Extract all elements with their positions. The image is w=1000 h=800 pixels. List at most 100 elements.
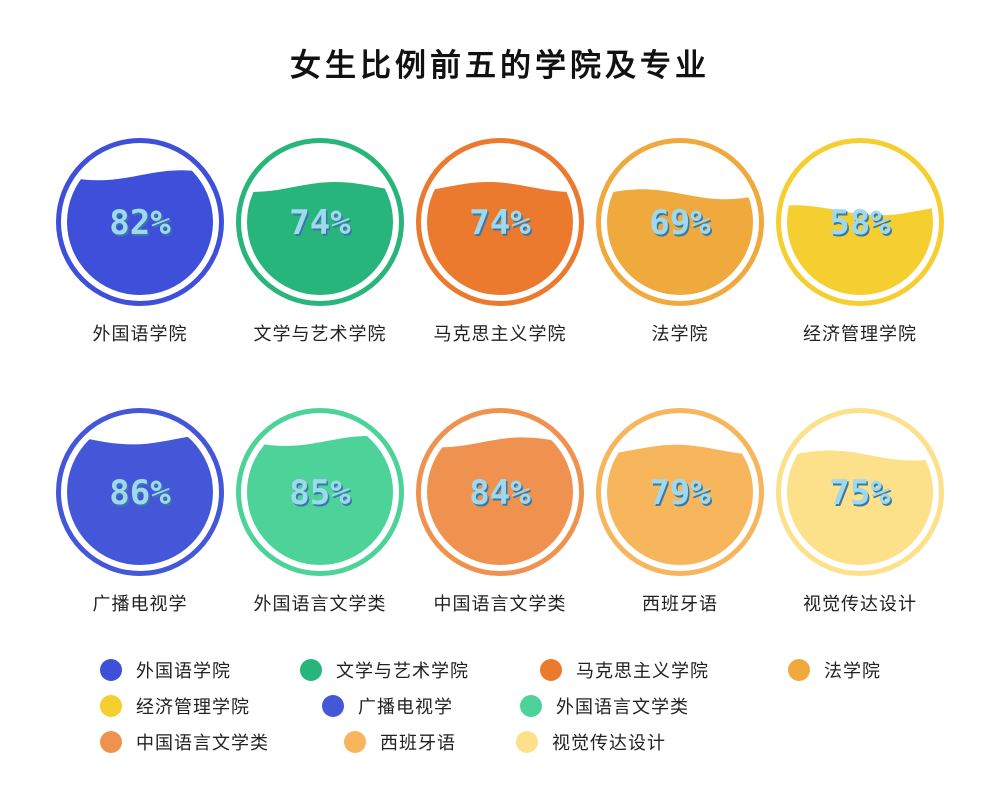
legend-swatch xyxy=(100,731,122,753)
chart-title: 女生比例前五的学院及专业 xyxy=(290,48,710,84)
legend-label: 法学院 xyxy=(824,661,881,682)
gauge-fill xyxy=(607,444,753,565)
legend-item: 马克思主义学院 xyxy=(540,652,709,688)
gauge-ring xyxy=(236,408,404,576)
gauge-fill xyxy=(247,435,393,565)
percent-shadow: 85% xyxy=(291,475,353,515)
legend-item: 法学院 xyxy=(788,652,881,688)
percent-label: 84% xyxy=(469,473,531,513)
gauge-card: 86% 86% 广播电视学 xyxy=(50,402,230,616)
percent-label: 58% xyxy=(829,203,891,243)
legend-swatch xyxy=(516,731,538,753)
gauge-label: 中国语言文学类 xyxy=(433,594,567,615)
legend-label: 经济管理学院 xyxy=(136,697,250,718)
legend-label: 西班牙语 xyxy=(380,733,456,754)
legend-row: 中国语言文学类 西班牙语 视觉传达设计 xyxy=(100,724,960,760)
gauge-card: 82% 82% 外国语学院 xyxy=(50,132,230,346)
gauge-svg: 74%74% xyxy=(236,138,404,306)
gauge-svg: 79%79% xyxy=(596,408,764,576)
gauge-card: 58% 58% 经济管理学院 xyxy=(770,132,950,346)
legend-item: 外国语言文学类 xyxy=(520,688,689,724)
gauge-svg: 85%85% xyxy=(236,408,404,576)
gauge-ring xyxy=(596,138,764,306)
legend-row: 外国语学院 文学与艺术学院 马克思主义学院 法学院 xyxy=(100,652,960,688)
legend-swatch xyxy=(100,659,122,681)
gauge-fill xyxy=(787,205,933,295)
legend-swatch xyxy=(520,695,542,717)
gauge-ring xyxy=(56,138,224,306)
gauge-fill xyxy=(607,189,753,295)
percent-shadow: 74% xyxy=(471,205,533,245)
legend-label: 广播电视学 xyxy=(358,697,453,718)
gauge-label: 外国语学院 xyxy=(92,324,188,345)
gauge-svg: 86%86% xyxy=(56,408,224,576)
legend-swatch xyxy=(344,731,366,753)
percent-label: 75% xyxy=(829,473,891,513)
percent-shadow: 84% xyxy=(471,475,533,515)
gauge-fill xyxy=(427,437,573,565)
gauge-label: 马克思主义学院 xyxy=(433,324,567,345)
percent-shadow: 82% xyxy=(111,205,173,245)
gauge-card: 74% 74% 马克思主义学院 xyxy=(410,132,590,346)
gauge-card: 85% 85% 外国语言文学类 xyxy=(230,402,410,616)
gauge-ring xyxy=(776,408,944,576)
legend-label: 外国语言文学类 xyxy=(556,697,689,718)
percent-shadow: 74% xyxy=(291,205,353,245)
percent-shadow: 79% xyxy=(651,475,713,515)
percent-label: 82% xyxy=(109,203,171,243)
percent-label: 69% xyxy=(649,203,711,243)
gauge-label: 西班牙语 xyxy=(642,594,718,615)
legend-item: 视觉传达设计 xyxy=(516,724,666,760)
gauge-card: 74% 74% 文学与艺术学院 xyxy=(230,132,410,346)
percent-label: 86% xyxy=(109,473,171,513)
gauge-label: 视觉传达设计 xyxy=(803,594,917,615)
legend-item: 中国语言文学类 xyxy=(100,724,269,760)
percent-shadow: 75% xyxy=(831,475,893,515)
legend-item: 西班牙语 xyxy=(344,724,456,760)
legend-label: 马克思主义学院 xyxy=(576,661,709,682)
gauge-ring xyxy=(416,138,584,306)
legend-swatch xyxy=(300,659,322,681)
gauge-ring xyxy=(416,408,584,576)
gauge-card: 69% 69% 法学院 xyxy=(590,132,770,346)
gauge-ring xyxy=(596,408,764,576)
percent-shadow: 69% xyxy=(651,205,713,245)
gauge-svg: 75%75% xyxy=(776,408,944,576)
legend-label: 文学与艺术学院 xyxy=(336,661,469,682)
legend-label: 视觉传达设计 xyxy=(552,733,666,754)
gauge-ring xyxy=(236,138,404,306)
gauge-fill xyxy=(787,450,933,565)
legend-label: 中国语言文学类 xyxy=(136,733,269,754)
gauge-label: 文学与艺术学院 xyxy=(253,324,387,345)
legend: 外国语学院 文学与艺术学院 马克思主义学院 法学院经济管理学院 广播电视学 外国语言文学类… xyxy=(100,652,960,760)
legend-row: 经济管理学院 广播电视学 外国语言文学类 xyxy=(100,688,960,724)
gauge-ring xyxy=(776,138,944,306)
gauge-fill xyxy=(67,434,213,565)
percent-shadow: 86% xyxy=(111,475,173,515)
gauge-svg: 84%84% xyxy=(416,408,584,576)
gauge-ring xyxy=(56,408,224,576)
legend-item: 广播电视学 xyxy=(322,688,453,724)
gauge-label: 经济管理学院 xyxy=(803,324,917,345)
legend-item: 文学与艺术学院 xyxy=(300,652,469,688)
legend-label: 外国语学院 xyxy=(136,661,231,682)
legend-swatch xyxy=(788,659,810,681)
gauge-fill xyxy=(67,170,213,295)
percent-label: 85% xyxy=(289,473,351,513)
gauge-grid: 82% 82% 外国语学院 74% 74% 文学与艺术学院 74% 74% 马克思主义学院 69%… xyxy=(50,132,950,616)
gauge-svg: 58%58% xyxy=(776,138,944,306)
percent-label: 79% xyxy=(649,473,711,513)
gauge-card: 84% 84% 中国语言文学类 xyxy=(410,402,590,616)
gauge-card: 75% 75% 视觉传达设计 xyxy=(770,402,950,616)
legend-item: 经济管理学院 xyxy=(100,688,250,724)
gauge-label: 广播电视学 xyxy=(92,594,188,615)
gauge-label: 外国语言文学类 xyxy=(253,594,387,615)
legend-swatch xyxy=(100,695,122,717)
gauge-svg: 82%82% xyxy=(56,138,224,306)
gauge-fill xyxy=(427,182,573,295)
legend-swatch xyxy=(540,659,562,681)
percent-label: 74% xyxy=(469,203,531,243)
legend-swatch xyxy=(322,695,344,717)
gauge-svg: 74%74% xyxy=(416,138,584,306)
gauge-svg: 69%69% xyxy=(596,138,764,306)
